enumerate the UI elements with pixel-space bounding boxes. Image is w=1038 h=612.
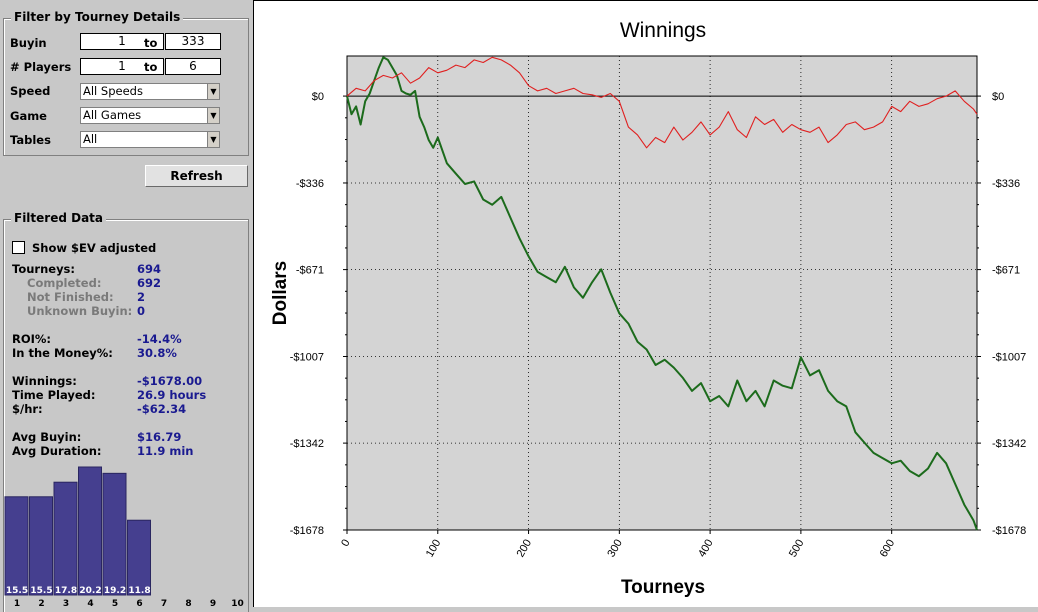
tables-select-value: All — [83, 132, 98, 146]
y-tick-label-right: -$1342 — [992, 438, 1026, 450]
chevron-down-icon[interactable]: ▼ — [207, 132, 219, 147]
game-select-value: All Games — [83, 108, 142, 122]
refresh-button[interactable]: Refresh — [145, 165, 248, 187]
stat-label: ROI%: — [12, 332, 52, 346]
y-tick-label-right: -$336 — [992, 178, 1020, 190]
stat-value: -$62.34 — [137, 402, 187, 416]
speed-select[interactable]: All Speeds ▼ — [80, 83, 220, 100]
buyin-max-input[interactable]: 333 — [165, 33, 221, 50]
chart-title: Winnings — [620, 19, 706, 42]
buyin-label: Buyin — [10, 36, 47, 50]
filter-sidebar: Filter by Tourney Details Buyin 1 to 333… — [0, 0, 251, 612]
players-min-input[interactable]: 1 — [80, 58, 164, 75]
histogram-bar-label: 11.8 — [128, 586, 150, 596]
y-axis-label: Dollars — [270, 261, 291, 325]
histogram-position-label: 8 — [185, 599, 191, 607]
histogram-bar-label: 15.5 — [6, 586, 28, 596]
stat-label: Avg Duration: — [12, 444, 102, 458]
stat-value: 30.8% — [137, 346, 177, 360]
stat-value: -14.4% — [137, 332, 182, 346]
stat-label: Avg Buyin: — [12, 430, 82, 444]
duration-histogram: 15.5 15.5 17.8 20.2 19.2 11.81 2 3 4 5 6 7 8 9 10 — [4, 466, 244, 607]
stat-value: 694 — [137, 262, 162, 276]
players-label: # Players — [10, 60, 72, 74]
y-tick-label-left: -$1678 — [290, 525, 324, 537]
stat-label: Completed: — [27, 276, 102, 290]
histogram-bar — [4, 496, 29, 596]
x-tick-label: 400 — [696, 538, 716, 560]
stat-value: 0 — [137, 304, 146, 318]
game-label: Game — [10, 109, 47, 123]
histogram-position-label: 7 — [161, 599, 167, 607]
x-tick-label: 300 — [605, 538, 625, 560]
histogram-position-label: 3 — [63, 599, 69, 607]
histogram-position-label: 1 — [14, 599, 20, 607]
stat-label: Time Played: — [12, 388, 96, 402]
stat-label: Winnings: — [12, 374, 77, 388]
histogram-position-label: 10 — [231, 599, 244, 607]
stat-label: In the Money%: — [12, 346, 113, 360]
histogram-position-label: 5 — [112, 599, 118, 607]
x-tick-label: 0 — [339, 538, 352, 549]
y-tick-label-left: $0 — [312, 91, 324, 103]
stat-label: Not Finished: — [27, 290, 114, 304]
histogram-bar — [78, 466, 102, 596]
speed-select-value: All Speeds — [83, 84, 143, 98]
histogram-position-label: 6 — [136, 599, 142, 607]
y-tick-label-right: -$671 — [992, 265, 1020, 277]
filter-group-title: Filter by Tourney Details — [11, 10, 184, 24]
stat-value: $16.79 — [137, 430, 182, 444]
stat-label: Unknown Buyin: — [27, 304, 133, 318]
buyin-min-input[interactable]: 1 — [80, 33, 164, 50]
x-tick-label: 100 — [424, 538, 444, 560]
filtered-data-group: Filtered Data — [3, 211, 249, 612]
players-to-label: to — [144, 60, 158, 74]
stat-value: 11.9 min — [137, 444, 194, 458]
x-tick-label: 500 — [787, 538, 807, 560]
buyin-to-label: to — [144, 36, 158, 50]
histogram-bar — [29, 496, 53, 596]
histogram-position-label: 9 — [210, 599, 216, 607]
stat-label: Tourneys: — [12, 262, 76, 276]
stat-value: 26.9 hours — [137, 388, 207, 402]
histogram-bar-label: 15.5 — [30, 586, 52, 596]
stat-value: 2 — [137, 290, 146, 304]
series-line — [346, 56, 978, 531]
winnings-chart: 0 100 200 300 400 500 600 $0 $0 -$336 -$336 -$671 -$… — [270, 19, 1026, 598]
y-tick-label-left: -$336 — [296, 178, 324, 190]
tables-label: Tables — [10, 133, 51, 147]
show-ev-label: Show $EV adjusted — [32, 241, 157, 255]
game-select[interactable]: All Games ▼ — [80, 107, 220, 124]
show-ev-checkbox[interactable] — [12, 241, 25, 254]
x-axis-label: Tourneys — [621, 577, 705, 598]
y-tick-label-left: -$671 — [296, 265, 324, 277]
histogram-bar-label: 20.2 — [79, 586, 101, 596]
chart-pane: 0 100 200 300 400 500 600 $0 $0 -$336 -$336 -$671 -$… — [253, 0, 1038, 607]
chevron-down-icon[interactable]: ▼ — [207, 84, 219, 99]
y-tick-label-right: -$1678 — [992, 525, 1026, 537]
filter-group: Filter by Tourney Details — [3, 10, 249, 156]
series-line — [346, 56, 978, 149]
histogram-bar — [53, 481, 78, 596]
histogram-bar — [127, 519, 151, 596]
histogram-bar-label: 17.8 — [55, 586, 77, 596]
speed-label: Speed — [10, 84, 51, 98]
histogram-position-label: 2 — [38, 599, 44, 607]
stat-value: -$1678.00 — [137, 374, 203, 388]
stat-value: 692 — [137, 276, 162, 290]
chevron-down-icon[interactable]: ▼ — [207, 108, 219, 123]
x-tick-label: 600 — [878, 538, 898, 560]
y-tick-label-right: -$1007 — [992, 351, 1026, 363]
tables-select[interactable]: All ▼ — [80, 131, 220, 148]
histogram-bar — [102, 472, 127, 596]
filtered-data-title: Filtered Data — [11, 211, 107, 225]
histogram-bar-label: 19.2 — [104, 586, 126, 596]
y-tick-label-left: -$1007 — [290, 351, 324, 363]
y-tick-label-right: $0 — [992, 91, 1004, 103]
histogram-position-label: 4 — [87, 599, 93, 607]
y-tick-label-left: -$1342 — [290, 438, 324, 450]
x-tick-label: 200 — [515, 538, 535, 560]
players-max-input[interactable]: 6 — [165, 58, 221, 75]
stat-label: $/hr: — [12, 402, 43, 416]
